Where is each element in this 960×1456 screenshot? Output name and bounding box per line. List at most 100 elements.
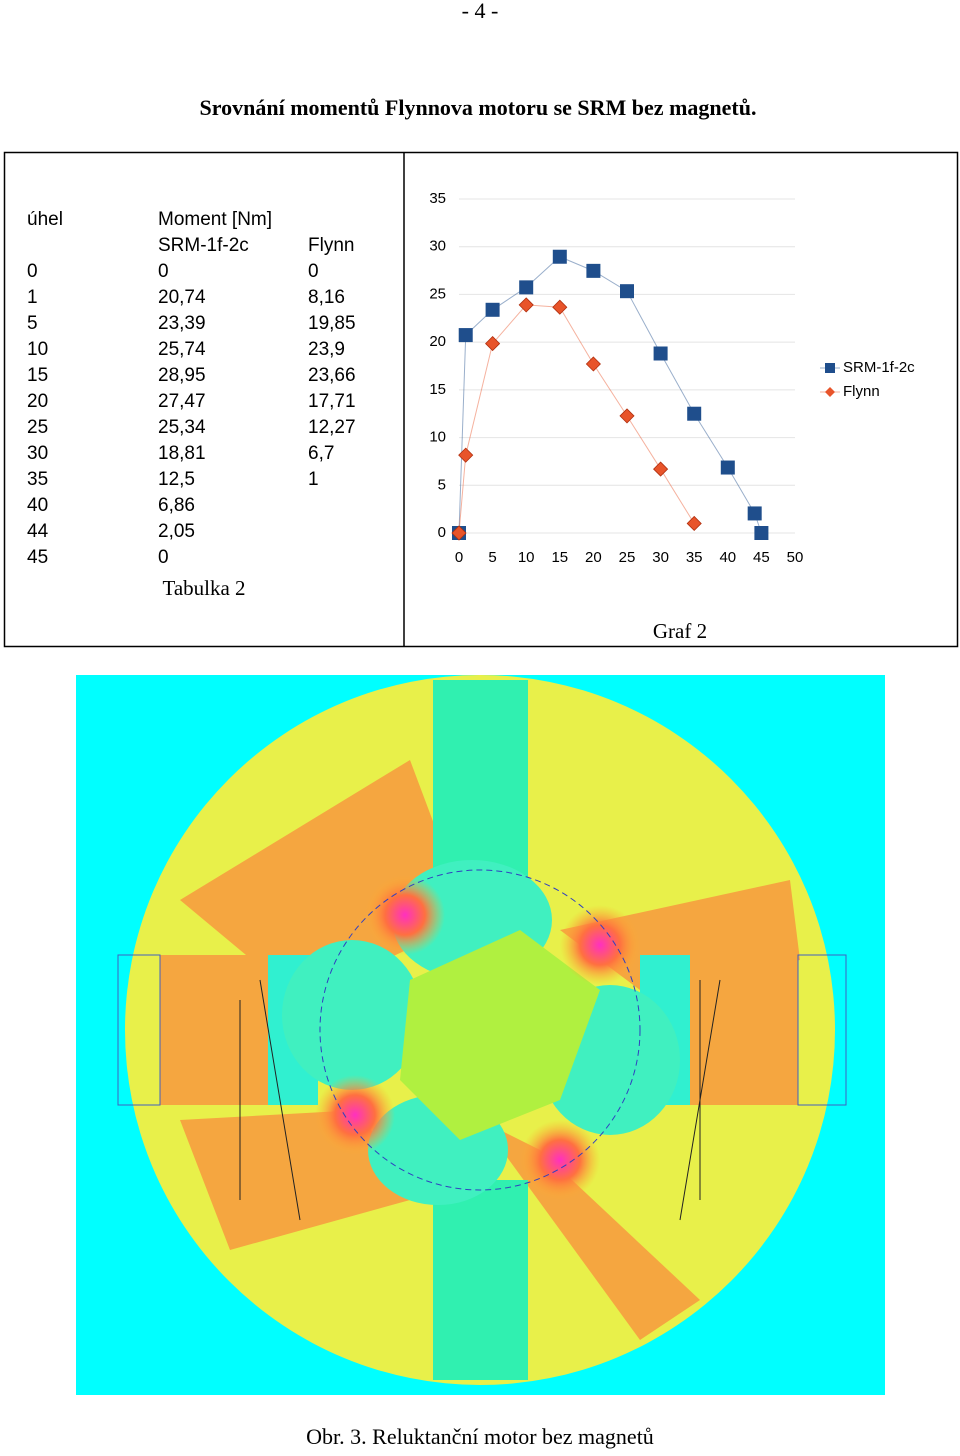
y-tick-label: 5 <box>438 476 446 493</box>
legend-label: SRM-1f-2c <box>843 359 915 376</box>
table-cell: 23,39 <box>158 313 206 334</box>
flux-hotspot <box>365 875 445 955</box>
data-point <box>754 526 769 540</box>
flux-hotspot <box>315 1075 395 1155</box>
slot-outline <box>797 954 847 1106</box>
x-tick-label: 50 <box>787 549 804 566</box>
rotor-gap <box>282 940 422 1090</box>
data-point <box>686 515 702 532</box>
air-gap-line <box>319 869 641 1191</box>
data-point <box>586 263 601 278</box>
x-tick-label: 25 <box>619 549 636 566</box>
page-number: - 4 - <box>462 0 499 23</box>
y-tick-label: 30 <box>429 238 446 255</box>
data-point <box>653 461 669 477</box>
table-cell: 25,34 <box>158 417 206 438</box>
table-cell: 40 <box>27 495 48 516</box>
legend-label: Flynn <box>843 383 880 400</box>
table-cell: 0 <box>158 547 169 568</box>
x-tick-label: 40 <box>719 549 736 566</box>
y-tick-label: 25 <box>429 285 446 302</box>
x-tick-label: 10 <box>518 549 535 566</box>
table-cell: 12,5 <box>158 469 195 490</box>
table-cell: 6,7 <box>308 443 334 464</box>
x-tick-label: 45 <box>753 549 770 566</box>
x-tick-label: 35 <box>686 549 703 566</box>
heading: Srovnání momentů Flynnova motoru se SRM … <box>200 95 757 120</box>
table-cell: 0 <box>308 261 319 282</box>
frame <box>3 151 959 648</box>
motor-field-image <box>76 675 885 1395</box>
data-point <box>585 356 601 372</box>
flux-line <box>239 979 721 1221</box>
data-point <box>485 302 500 317</box>
y-tick-label: 15 <box>429 381 446 398</box>
rotor-core <box>400 930 600 1140</box>
table-header: úhel <box>27 209 63 230</box>
table-cell: 12,27 <box>308 417 356 438</box>
table-cell: 15 <box>27 365 48 386</box>
y-tick-label: 35 <box>429 190 446 207</box>
data-point <box>552 299 568 315</box>
table-cell: 23,9 <box>308 339 345 360</box>
data-point <box>458 328 473 343</box>
data-point <box>619 408 635 424</box>
data-point <box>653 346 668 361</box>
table: úhel Moment [Nm] SRM-1f-2c Flynn Tabulka… <box>27 209 356 600</box>
series-line <box>458 256 762 534</box>
table-cell: 25,74 <box>158 339 206 360</box>
data-point <box>620 284 634 299</box>
table-cell: 20,74 <box>158 287 206 308</box>
table-cell: 17,71 <box>308 391 356 412</box>
table-cell: 0 <box>27 261 38 282</box>
chart-caption: Graf 2 <box>653 619 707 643</box>
x-tick-label: 0 <box>455 549 463 566</box>
table-cell: 35 <box>27 469 48 490</box>
table-cell: 5 <box>27 313 38 334</box>
table-cell: 20 <box>27 391 48 412</box>
y-tick-label: 20 <box>429 333 446 350</box>
table-cell: 27,47 <box>158 391 206 412</box>
data-point <box>687 406 702 421</box>
table-cell: 25 <box>27 417 48 438</box>
table-cell: 2,05 <box>158 521 195 542</box>
y-tick-label: 0 <box>438 524 446 541</box>
data-point <box>519 280 534 295</box>
data-point <box>720 460 735 475</box>
table-cell: 6,86 <box>158 495 195 516</box>
data-point <box>458 447 474 463</box>
data-point <box>485 336 501 352</box>
x-tick-label: 5 <box>488 549 496 566</box>
flux-hotspot <box>560 905 640 985</box>
table-cell: 1 <box>308 469 319 490</box>
chart: Graf 2 0 5 10 15 20 25 30 35 0 5 10 15 20 25 30 35 40 45 5… <box>429 190 915 643</box>
data-point <box>451 525 467 541</box>
winding <box>160 955 268 1105</box>
winding <box>690 955 798 1105</box>
data-point <box>747 506 762 521</box>
table-cell: 1 <box>27 287 38 308</box>
table-cell: 19,85 <box>308 313 356 334</box>
table-subheader: SRM-1f-2c <box>158 235 249 256</box>
slot-outline <box>117 954 161 1106</box>
table-cell: 23,66 <box>308 365 356 386</box>
pole-region <box>433 1180 528 1380</box>
data-point <box>518 297 534 313</box>
table-cell: 30 <box>27 443 48 464</box>
table-cell: 8,16 <box>308 287 345 308</box>
x-tick-label: 15 <box>551 549 568 566</box>
table-cell: 0 <box>158 261 169 282</box>
table-subheader: Flynn <box>308 235 354 256</box>
x-tick-label: 20 <box>585 549 602 566</box>
table-cell: 28,95 <box>158 365 206 386</box>
x-tick-label: 30 <box>652 549 669 566</box>
figure-caption: Obr. 3. Reluktanční motor bez magnetů <box>306 1424 654 1449</box>
y-tick-label: 10 <box>429 429 446 446</box>
legend-marker <box>825 387 835 397</box>
legend-marker <box>825 363 835 373</box>
data-point <box>552 249 567 264</box>
flux-hotspot <box>520 1120 600 1200</box>
